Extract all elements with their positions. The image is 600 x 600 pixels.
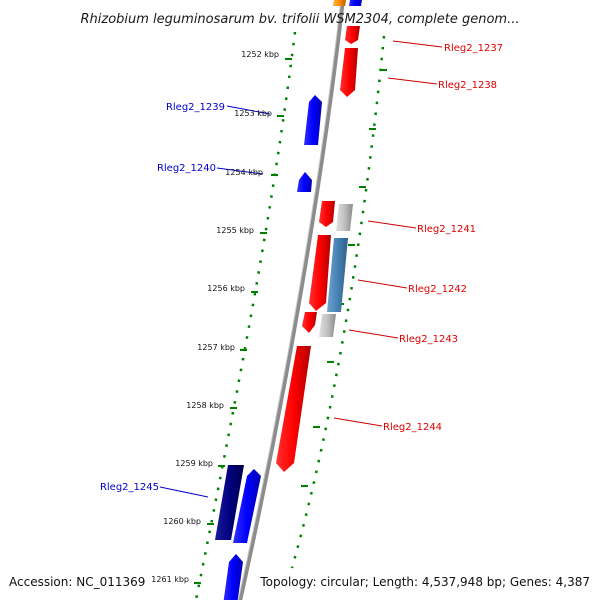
- gene-label-rleg2-1243[interactable]: Rleg2_1243: [399, 334, 458, 345]
- map-title: Rhizobium leguminosarum bv. trifolii WSM…: [81, 12, 520, 27]
- gene-arrow-orange[interactable]: [333, 0, 346, 6]
- tick-label: 1254 kbp: [225, 168, 263, 177]
- tick-label: 1261 kbp: [151, 575, 189, 584]
- gene-label-rleg2-1240[interactable]: Rleg2_1240: [157, 163, 216, 174]
- tick-label: 1256 kbp: [207, 284, 245, 293]
- gene-arrow-rleg2-1245b[interactable]: [233, 469, 261, 543]
- gene-arrow-rleg2-1237[interactable]: [345, 26, 360, 44]
- outer-tick-ring: [290, 35, 386, 569]
- gene-label-rleg2-1244[interactable]: Rleg2_1244: [383, 422, 442, 433]
- gene-label-rleg2-1241[interactable]: Rleg2_1241: [417, 224, 476, 235]
- gene-label-rleg2-1237[interactable]: Rleg2_1237: [444, 43, 503, 54]
- gene-arrow-gray-1[interactable]: [336, 204, 353, 231]
- gene-label-rleg2-1245[interactable]: Rleg2_1245: [100, 482, 159, 493]
- tick-label: 1255 kbp: [216, 226, 254, 235]
- tick-label: 1253 kbp: [234, 109, 272, 118]
- gene-arrow-rleg2-1245[interactable]: [215, 465, 244, 540]
- label-leaders: [159, 40, 443, 498]
- gene-arrow-top-blue[interactable]: [349, 0, 362, 6]
- kbp-tick-marks: [194, 58, 292, 584]
- gene-label-rleg2-1239[interactable]: Rleg2_1239: [166, 102, 225, 113]
- gene-arrow-rleg2-1239[interactable]: [304, 95, 322, 145]
- gene-arrow-rleg2-1242[interactable]: [309, 235, 331, 311]
- tick-label: 1258 kbp: [186, 401, 224, 410]
- gene-arrow-rleg2-1244[interactable]: [276, 346, 311, 472]
- outer-ring-ticks: [301, 69, 387, 487]
- genome-backbone: [238, 0, 345, 600]
- genome-summary-text: Topology: circular; Length: 4,537,948 bp…: [259, 575, 590, 589]
- accession-text: Accession: NC_011369: [9, 575, 145, 589]
- gene-arrow-rleg2-1243-red[interactable]: [302, 312, 317, 333]
- gene-arrow-rleg2-1243[interactable]: [319, 314, 336, 337]
- tick-label: 1259 kbp: [175, 459, 213, 468]
- gene-arrow-rleg2-1241[interactable]: [319, 201, 335, 227]
- gene-arrow-rleg2-1238[interactable]: [340, 48, 358, 97]
- gene-label-rleg2-1238[interactable]: Rleg2_1238: [438, 80, 497, 91]
- gene-arrow-rleg2-1240[interactable]: [297, 172, 312, 192]
- tick-label: 1257 kbp: [197, 343, 235, 352]
- gene-arrow-steelblue[interactable]: [327, 238, 348, 312]
- tick-label: 1260 kbp: [163, 517, 201, 526]
- tick-label: 1252 kbp: [241, 50, 279, 59]
- gene-arrow-bottom-blue[interactable]: [223, 554, 243, 600]
- gene-label-rleg2-1242[interactable]: Rleg2_1242: [408, 284, 467, 295]
